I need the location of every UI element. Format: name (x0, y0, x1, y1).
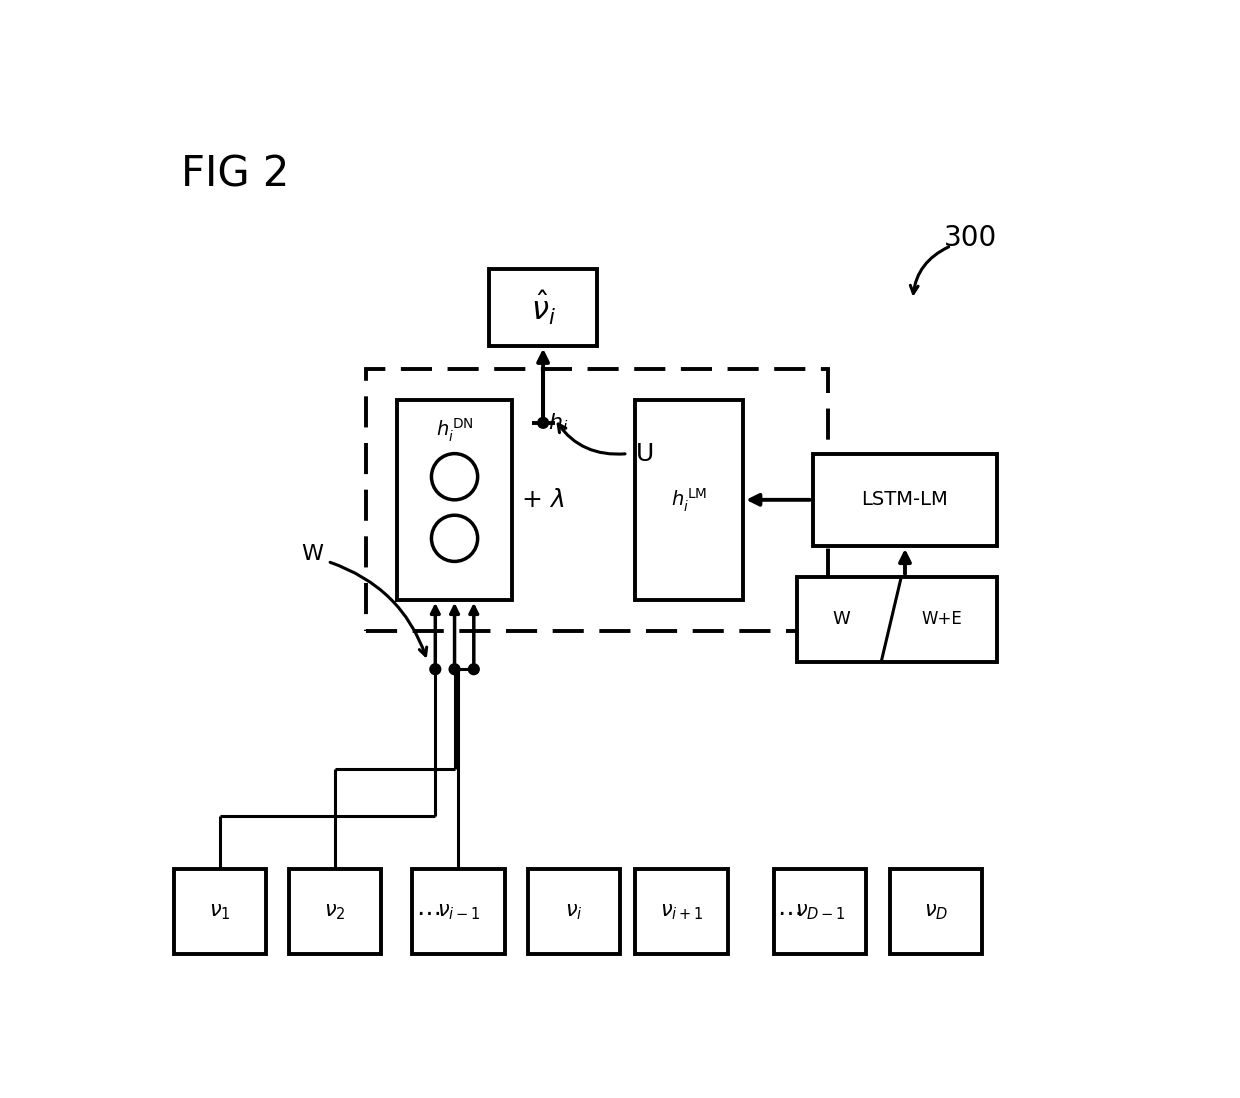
Bar (412, 870, 505, 954)
Bar (528, 870, 620, 954)
Bar (889, 870, 982, 954)
Text: $\hat{\nu}_i$: $\hat{\nu}_i$ (531, 288, 556, 326)
Text: $\nu_{i+1}$: $\nu_{i+1}$ (660, 901, 703, 921)
Circle shape (432, 453, 477, 500)
Bar (397, 400, 512, 600)
Text: $\nu_{D-1}$: $\nu_{D-1}$ (795, 901, 846, 921)
Text: $h_i^{\,\mathrm{LM}}$: $h_i^{\,\mathrm{LM}}$ (671, 486, 708, 514)
Text: $\nu_D$: $\nu_D$ (924, 901, 947, 921)
Bar (774, 870, 867, 954)
Text: W: W (832, 610, 851, 628)
Text: FIG 2: FIG 2 (181, 154, 289, 195)
Text: $\nu_1$: $\nu_1$ (208, 901, 231, 921)
Bar (174, 870, 265, 954)
Bar (366, 369, 828, 630)
Bar (635, 400, 743, 600)
Circle shape (469, 664, 479, 674)
Circle shape (432, 515, 477, 561)
Text: $+\ \lambda$: $+\ \lambda$ (522, 488, 564, 512)
Text: W+E: W+E (921, 610, 962, 628)
Text: W: W (301, 544, 324, 563)
Circle shape (449, 664, 460, 674)
Text: $\nu_{i-1}$: $\nu_{i-1}$ (436, 901, 480, 921)
Circle shape (430, 664, 440, 674)
Text: U: U (635, 441, 653, 466)
Bar (797, 576, 997, 661)
Text: $\nu_2$: $\nu_2$ (325, 901, 346, 921)
Bar (635, 870, 728, 954)
Text: $h_i$: $h_i$ (548, 411, 569, 435)
Text: 300: 300 (944, 224, 997, 253)
Text: $\nu_i$: $\nu_i$ (565, 901, 583, 921)
Text: $\cdots$: $\cdots$ (777, 899, 801, 923)
Text: LSTM-LM: LSTM-LM (862, 491, 949, 509)
Circle shape (538, 417, 548, 428)
Bar (289, 870, 382, 954)
Text: $h_i^{\,\mathrm{DN}}$: $h_i^{\,\mathrm{DN}}$ (435, 417, 474, 445)
Bar (490, 269, 596, 346)
Bar (812, 453, 997, 546)
Text: $\cdots$: $\cdots$ (415, 899, 440, 923)
